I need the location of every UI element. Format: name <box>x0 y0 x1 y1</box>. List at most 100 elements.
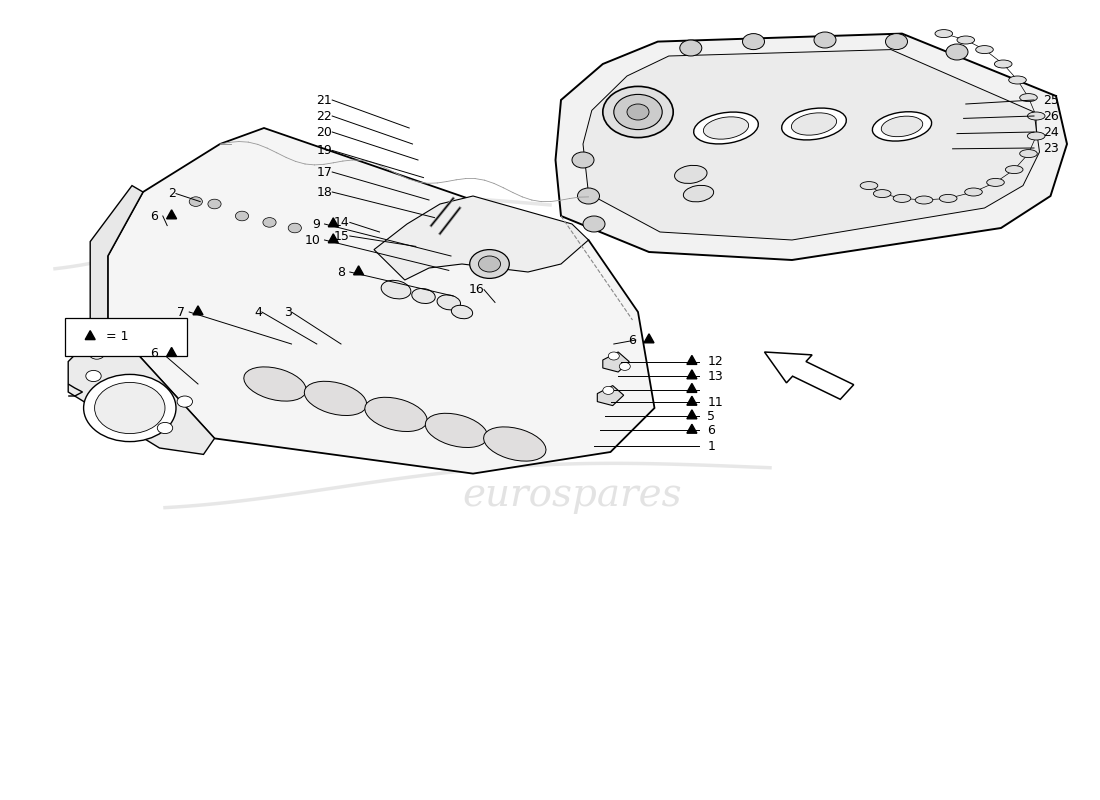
Circle shape <box>886 34 907 50</box>
Circle shape <box>470 250 509 278</box>
Ellipse shape <box>935 30 953 38</box>
Circle shape <box>680 40 702 56</box>
Circle shape <box>208 199 221 209</box>
Ellipse shape <box>484 427 546 461</box>
Polygon shape <box>686 355 697 364</box>
Text: 12: 12 <box>707 355 723 368</box>
Polygon shape <box>68 322 214 454</box>
Text: 13: 13 <box>707 370 723 382</box>
Ellipse shape <box>365 398 427 431</box>
Ellipse shape <box>674 166 707 183</box>
Polygon shape <box>328 234 339 242</box>
Ellipse shape <box>1020 94 1037 102</box>
Ellipse shape <box>426 414 487 447</box>
Text: 22: 22 <box>317 110 332 122</box>
Ellipse shape <box>976 46 993 54</box>
Circle shape <box>89 348 104 359</box>
Ellipse shape <box>1020 150 1037 158</box>
Circle shape <box>619 362 630 370</box>
Text: eurospares: eurospares <box>462 478 682 514</box>
Polygon shape <box>166 347 177 356</box>
Text: 23: 23 <box>1043 142 1058 154</box>
Ellipse shape <box>244 367 306 401</box>
Ellipse shape <box>881 116 923 137</box>
Polygon shape <box>556 34 1067 260</box>
Circle shape <box>583 216 605 232</box>
Ellipse shape <box>1005 166 1023 174</box>
Ellipse shape <box>965 188 982 196</box>
Text: 6: 6 <box>151 210 158 222</box>
Ellipse shape <box>872 112 932 141</box>
Polygon shape <box>108 128 654 474</box>
Circle shape <box>603 86 673 138</box>
Ellipse shape <box>873 190 891 198</box>
Polygon shape <box>686 396 697 405</box>
FancyArrow shape <box>764 352 854 399</box>
Circle shape <box>946 44 968 60</box>
Polygon shape <box>328 218 339 227</box>
Text: 10: 10 <box>305 234 320 246</box>
Text: 4: 4 <box>254 306 262 318</box>
Text: eurospares: eurospares <box>132 286 352 322</box>
Text: 16: 16 <box>469 283 484 296</box>
Polygon shape <box>85 330 96 339</box>
Polygon shape <box>686 424 697 434</box>
Ellipse shape <box>683 186 714 202</box>
Ellipse shape <box>893 194 911 202</box>
Ellipse shape <box>915 196 933 204</box>
Circle shape <box>603 386 614 394</box>
Circle shape <box>86 370 101 382</box>
Text: 5: 5 <box>707 410 715 422</box>
Text: 1: 1 <box>707 440 715 453</box>
Polygon shape <box>597 386 624 406</box>
Circle shape <box>578 188 600 204</box>
Circle shape <box>95 382 165 434</box>
Ellipse shape <box>791 113 837 135</box>
Ellipse shape <box>1027 112 1045 120</box>
Circle shape <box>572 152 594 168</box>
Circle shape <box>478 256 500 272</box>
Polygon shape <box>603 352 629 372</box>
Text: 20: 20 <box>317 126 332 138</box>
Polygon shape <box>166 210 177 218</box>
Ellipse shape <box>957 36 975 44</box>
Text: = 1: = 1 <box>106 330 128 343</box>
Polygon shape <box>192 306 204 314</box>
Text: 2: 2 <box>168 187 176 200</box>
Polygon shape <box>353 266 364 274</box>
Text: 9: 9 <box>312 218 320 230</box>
Circle shape <box>814 32 836 48</box>
Circle shape <box>742 34 764 50</box>
Text: 25: 25 <box>1043 94 1058 106</box>
Circle shape <box>608 352 619 360</box>
Polygon shape <box>686 383 697 392</box>
Text: 14: 14 <box>334 216 350 229</box>
Text: 24: 24 <box>1043 126 1058 138</box>
Text: 15: 15 <box>334 230 350 242</box>
Polygon shape <box>583 50 1040 240</box>
Ellipse shape <box>939 194 957 202</box>
Text: 7: 7 <box>177 306 185 318</box>
Text: 17: 17 <box>317 166 332 178</box>
Text: 3: 3 <box>284 306 292 318</box>
Text: 26: 26 <box>1043 110 1058 122</box>
Ellipse shape <box>1009 76 1026 84</box>
Circle shape <box>627 104 649 120</box>
Text: 21: 21 <box>317 94 332 106</box>
Text: 6: 6 <box>707 424 715 437</box>
Text: 8: 8 <box>338 266 345 278</box>
Ellipse shape <box>860 182 878 190</box>
Ellipse shape <box>1027 132 1045 140</box>
Polygon shape <box>686 410 697 419</box>
Ellipse shape <box>411 289 436 303</box>
Ellipse shape <box>782 108 846 140</box>
Ellipse shape <box>694 112 758 144</box>
Ellipse shape <box>987 178 1004 186</box>
Polygon shape <box>644 334 654 342</box>
Ellipse shape <box>451 306 473 318</box>
Text: 19: 19 <box>317 144 332 157</box>
Text: 11: 11 <box>707 396 723 409</box>
Circle shape <box>614 94 662 130</box>
Polygon shape <box>686 370 697 378</box>
Text: 18: 18 <box>317 186 332 198</box>
